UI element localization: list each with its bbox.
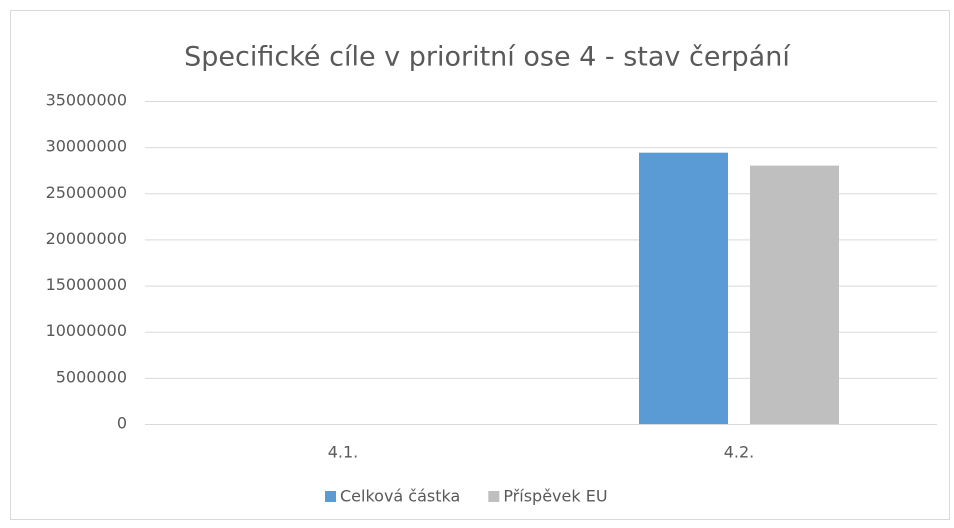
x-tick-label: 4.1. [328,443,359,462]
y-tick-label: 25000000 [46,183,127,202]
y-tick-label: 15000000 [46,275,127,294]
legend-swatch [488,491,500,502]
legend-label: Celková částka [340,487,460,506]
bar [639,152,728,424]
y-tick-label: 10000000 [46,321,127,340]
legend-swatch [325,491,336,502]
x-tick-label: 4.2. [724,443,755,462]
bar [750,165,839,424]
y-tick-label: 30000000 [46,137,127,156]
chart-title: Specifické cíle v prioritní ose 4 - stav… [184,42,791,73]
legend-label: Příspěvek EU [503,487,607,506]
y-tick-label: 5000000 [56,367,127,386]
y-tick-label: 0 [117,414,127,433]
y-tick-label: 20000000 [46,229,127,248]
y-tick-label: 35000000 [46,91,127,110]
